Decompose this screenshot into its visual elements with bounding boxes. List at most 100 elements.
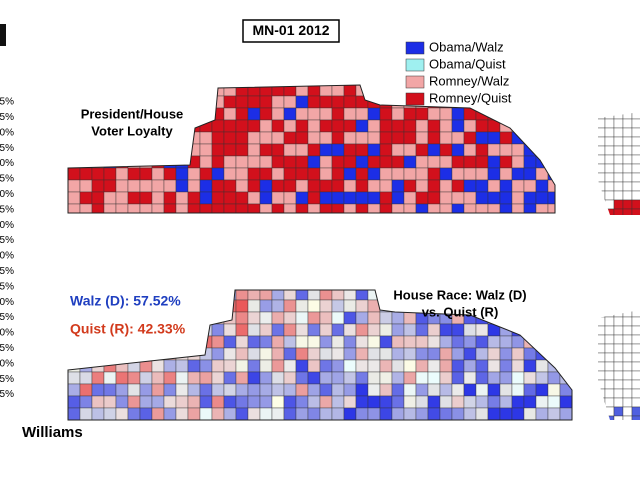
county <box>487 131 501 145</box>
county <box>283 143 297 157</box>
county <box>343 407 357 420</box>
county <box>223 359 237 373</box>
county <box>223 371 237 385</box>
county <box>343 335 357 349</box>
county <box>475 143 489 157</box>
county <box>331 167 345 181</box>
county <box>307 335 321 349</box>
county <box>604 136 615 147</box>
county <box>151 371 165 385</box>
county <box>451 131 465 145</box>
county <box>79 191 93 205</box>
county <box>391 179 405 193</box>
county <box>427 167 441 181</box>
county <box>613 316 624 327</box>
county <box>271 107 285 121</box>
county <box>343 167 357 181</box>
county <box>547 383 561 397</box>
county <box>91 179 105 193</box>
county <box>463 323 477 337</box>
county <box>439 395 453 409</box>
county <box>475 167 489 181</box>
county <box>211 167 225 181</box>
county <box>343 155 357 169</box>
county <box>367 191 381 205</box>
county <box>175 395 189 409</box>
county <box>259 107 273 121</box>
county <box>199 383 213 397</box>
county <box>487 395 501 409</box>
county <box>343 179 357 193</box>
legend-swatch <box>405 41 425 55</box>
county <box>271 347 285 361</box>
county <box>271 395 285 409</box>
county <box>223 347 237 361</box>
scale-label: -15% <box>0 281 14 292</box>
county <box>631 127 640 138</box>
county <box>487 335 501 349</box>
county <box>271 131 285 145</box>
county <box>235 179 249 193</box>
county <box>631 163 640 174</box>
county <box>463 359 477 373</box>
county <box>355 311 369 325</box>
county <box>247 299 261 313</box>
county <box>163 167 177 181</box>
county <box>403 167 417 181</box>
county <box>487 407 501 420</box>
county <box>199 155 213 169</box>
county <box>604 379 615 390</box>
county <box>379 311 393 325</box>
county <box>115 383 129 397</box>
county <box>439 155 453 169</box>
county <box>367 407 381 420</box>
county <box>223 95 237 109</box>
county <box>211 359 225 373</box>
county <box>511 371 525 385</box>
county <box>613 415 624 420</box>
county <box>604 154 615 165</box>
county <box>403 323 417 337</box>
county <box>511 191 525 205</box>
county <box>622 190 633 201</box>
title-box <box>242 19 340 43</box>
county <box>307 95 321 109</box>
county <box>499 167 513 181</box>
county <box>139 167 153 181</box>
county <box>68 407 81 420</box>
county <box>271 143 285 157</box>
county <box>511 347 525 361</box>
county <box>631 334 640 345</box>
county <box>79 179 93 193</box>
county <box>355 395 369 409</box>
scale-label: 10% <box>0 220 14 231</box>
county <box>499 395 513 409</box>
county <box>259 131 273 145</box>
county <box>355 143 369 157</box>
county <box>295 323 309 337</box>
county <box>343 323 357 337</box>
county <box>199 407 213 420</box>
county <box>475 191 489 205</box>
county <box>355 323 369 337</box>
county <box>259 371 273 385</box>
county <box>631 370 640 381</box>
county <box>463 167 477 181</box>
county <box>283 95 297 109</box>
county <box>211 131 225 145</box>
county <box>427 119 441 133</box>
county <box>127 167 141 181</box>
county <box>604 190 615 201</box>
county <box>622 163 633 174</box>
county <box>211 371 225 385</box>
county <box>367 167 381 181</box>
county <box>391 155 405 169</box>
county <box>259 299 273 313</box>
county <box>247 155 261 169</box>
county <box>427 191 441 205</box>
county <box>391 143 405 157</box>
county <box>355 347 369 361</box>
county <box>151 359 165 373</box>
county <box>379 155 393 169</box>
county <box>622 397 633 408</box>
